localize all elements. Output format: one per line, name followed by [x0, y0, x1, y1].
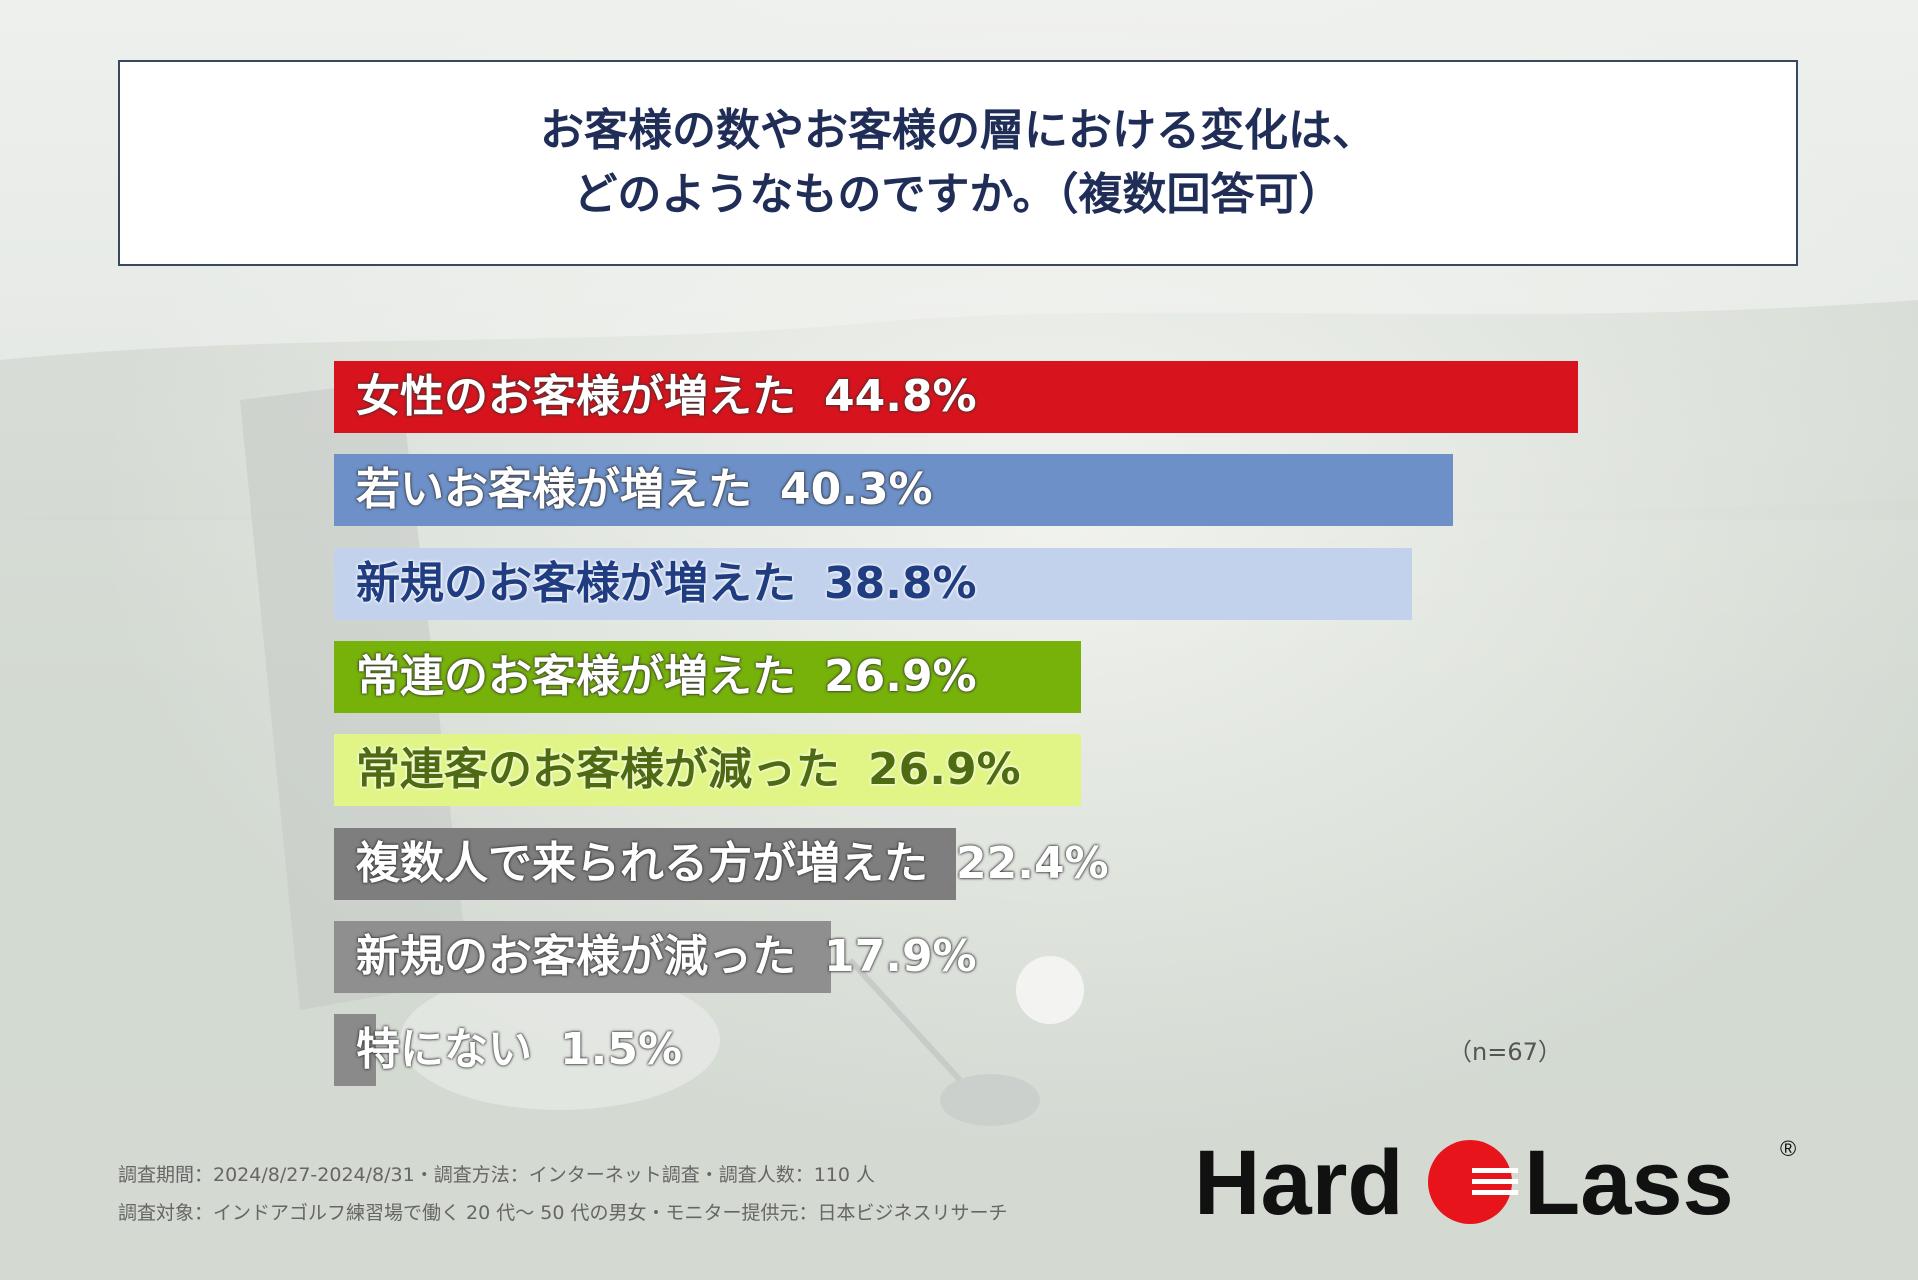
- logo-text-hard: Hard: [1194, 1132, 1404, 1228]
- bar-value-label: 40.3%: [780, 464, 933, 516]
- bar-6: [334, 827, 957, 900]
- bar-value-label: 26.9%: [824, 650, 977, 702]
- bar-2: [334, 454, 1454, 527]
- bar-label-4: 常連のお客様が増えた 26.9%: [356, 654, 977, 699]
- bar-label-3: 新規のお客様が増えた 38.8%: [356, 561, 977, 606]
- bar-category: 若いお客様が増えた: [356, 464, 752, 516]
- bar-category: 新規のお客様が減った: [356, 930, 796, 982]
- logo-text-lass: Lass: [1524, 1132, 1734, 1228]
- bar-label-2: 若いお客様が増えた 40.3%: [356, 468, 933, 512]
- bar-value-label: 38.8%: [824, 557, 977, 609]
- bar-label-8: 特にない 1.5%: [356, 1028, 682, 1072]
- question-title: お客様の数やお客様の層における変化は、 どのようなものですか。（複数回答可）: [118, 60, 1798, 266]
- sample-size-note: （n=67）: [1448, 1038, 1562, 1066]
- footer-survey-info: 調査期間：2024/8/27-2024/8/31・調査方法：インターネット調査・…: [118, 1164, 876, 1186]
- title-line-2: どのようなものですか。（複数回答可）: [573, 169, 1343, 220]
- bar-value-label: 22.4%: [956, 837, 1109, 889]
- bar-category: 女性のお客様が増えた: [356, 371, 796, 422]
- bar-value-label: 44.8%: [824, 371, 977, 422]
- bar-label-1: 女性のお客様が増えた 44.8%: [356, 375, 977, 419]
- bar-label-6: 複数人で来られる方が増えた 22.4%: [356, 841, 1109, 886]
- hardlass-logo: Hard Lass ®: [1194, 1132, 1796, 1228]
- bar-category: 特にない: [356, 1024, 532, 1076]
- bar-label-7: 新規のお客様が減った 17.9%: [356, 934, 977, 979]
- title-line-1: お客様の数やお客様の層における変化は、: [540, 105, 1376, 156]
- bar-7: [334, 920, 832, 993]
- bar-label-5: 常連客のお客様が減った 26.9%: [356, 748, 1021, 792]
- bar-5: [334, 734, 1082, 807]
- bar-value-label: 17.9%: [824, 930, 977, 982]
- bar-value-label: 26.9%: [868, 744, 1021, 796]
- footer-survey-target: 調査対象：インドアゴルフ練習場で働く 20 代～ 50 代の男女・モニター提供元…: [118, 1202, 1008, 1224]
- bar-category: 常連のお客様が増えた: [356, 650, 796, 702]
- bar-3: [334, 547, 1412, 620]
- bar-8: [334, 1014, 376, 1087]
- bar-value-label: 1.5%: [560, 1024, 683, 1076]
- logo-registered-mark: ®: [1780, 1136, 1796, 1161]
- bar-4: [334, 640, 1082, 713]
- bar-category: 新規のお客様が増えた: [356, 557, 796, 609]
- bar-category: 複数人で来られる方が増えた: [356, 837, 928, 889]
- bar-category: 常連客のお客様が減った: [356, 744, 840, 796]
- logo-mark: [1428, 1140, 1518, 1224]
- bar-1: [334, 361, 1579, 433]
